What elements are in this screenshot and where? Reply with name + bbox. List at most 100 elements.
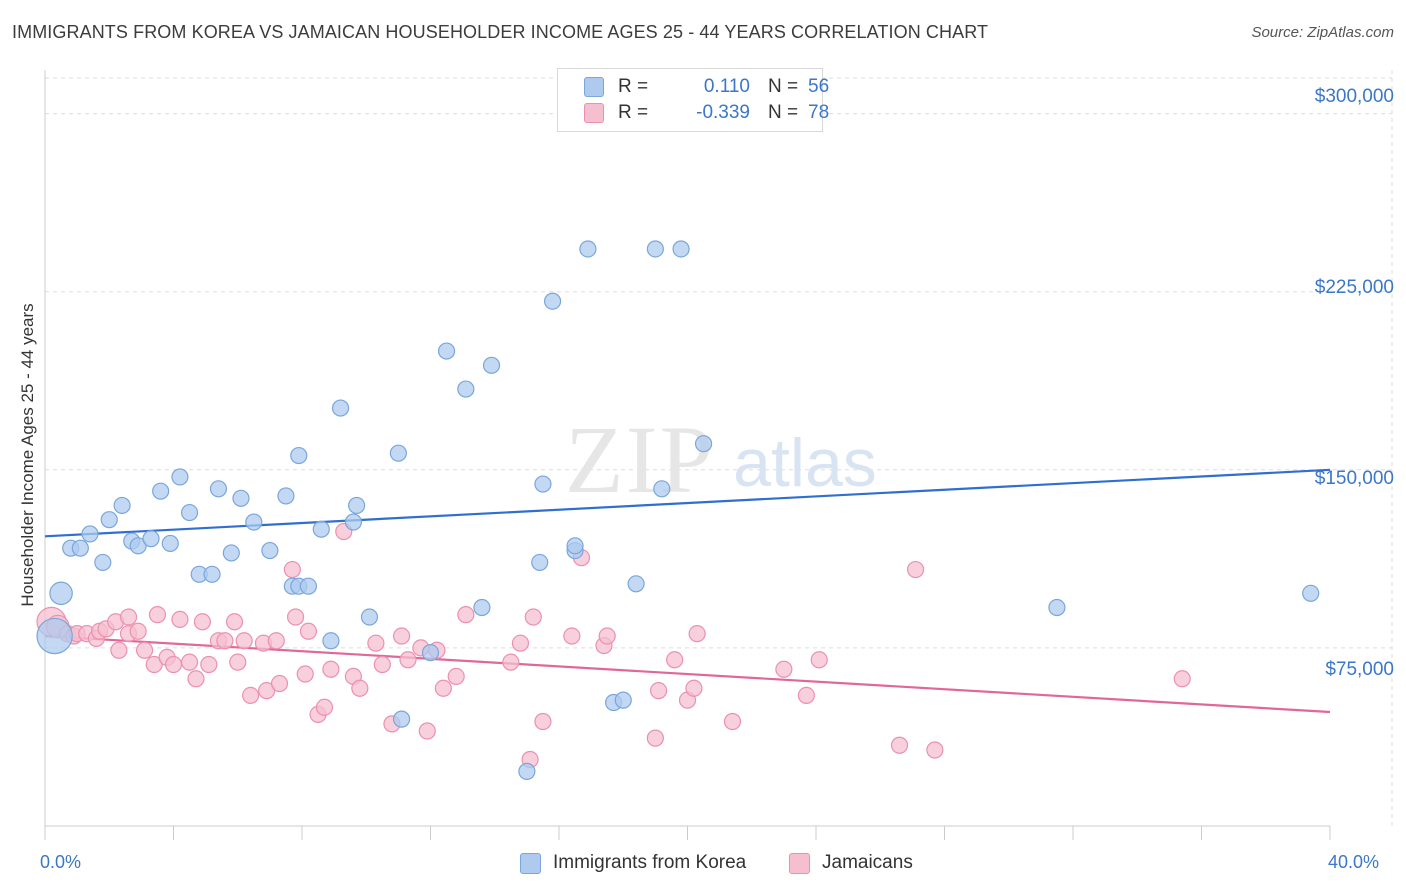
legend-n-value-jamaicans: 78 — [808, 102, 830, 123]
point-jamaicans — [145, 655, 163, 674]
point-jamaicans — [447, 667, 465, 686]
point-jamaicans — [534, 712, 552, 731]
point-korea — [421, 644, 440, 662]
point-jamaicans — [193, 613, 212, 631]
point-korea — [161, 534, 179, 553]
y-tick-label-300000: $300,000 — [1314, 86, 1394, 107]
point-korea — [389, 444, 407, 462]
point-jamaicans — [119, 608, 138, 626]
point-korea — [49, 581, 73, 606]
point-korea — [531, 553, 549, 572]
point-jamaicans — [563, 627, 581, 645]
point-korea — [100, 511, 118, 529]
point-jamaicans — [502, 653, 520, 671]
point-jamaicans — [283, 560, 301, 579]
point-korea — [113, 496, 131, 515]
point-jamaicans — [180, 653, 199, 671]
point-korea — [245, 513, 263, 531]
point-korea — [344, 513, 362, 531]
point-korea — [203, 565, 221, 583]
point-jamaicans — [286, 608, 305, 626]
point-jamaicans — [399, 651, 417, 669]
point-jamaicans — [906, 560, 925, 579]
point-jamaicans — [164, 655, 183, 674]
point-korea — [457, 380, 475, 398]
legend-r-label: R = — [618, 76, 649, 97]
point-korea — [543, 292, 562, 310]
point-jamaicans — [187, 670, 205, 688]
legend-swatch-jamaicans — [584, 103, 604, 123]
point-korea — [1302, 584, 1320, 602]
point-korea — [392, 710, 411, 728]
point-korea — [672, 240, 690, 258]
point-jamaicans — [270, 674, 289, 693]
point-jamaicans — [135, 641, 154, 659]
point-jamaicans — [267, 632, 285, 650]
point-korea — [290, 446, 308, 465]
point-jamaicans — [242, 686, 260, 704]
point-korea — [614, 691, 632, 709]
series-name-jamaicans: Jamaicans — [822, 852, 913, 873]
chart-title: IMMIGRANTS FROM KOREA VS JAMAICAN HOUSEH… — [12, 22, 989, 42]
point-korea — [261, 541, 279, 560]
point-jamaicans — [351, 679, 369, 697]
point-korea — [180, 503, 199, 522]
legend-row-korea: R = 0.110 N = 56 — [584, 75, 829, 99]
x-tick-label-max: 40.0% — [1328, 852, 1380, 872]
point-jamaicans — [129, 622, 147, 640]
point-jamaicans — [649, 682, 668, 700]
point-korea — [312, 520, 330, 538]
point-korea — [360, 608, 379, 626]
y-tick-label-225000: $225,000 — [1314, 277, 1394, 298]
legend-r-value-jamaicans: -0.339 — [696, 102, 750, 123]
point-korea — [142, 530, 160, 548]
point-korea — [627, 575, 645, 593]
point-korea — [646, 240, 664, 258]
point-jamaicans — [511, 634, 530, 652]
point-jamaicans — [434, 679, 452, 697]
data-points — [36, 240, 1320, 780]
series-legend-korea: Immigrants from Korea — [520, 852, 746, 874]
point-korea — [473, 598, 491, 617]
point-jamaicans — [392, 627, 411, 645]
point-korea — [81, 525, 99, 543]
point-jamaicans — [296, 665, 314, 683]
legend-n-value-korea: 56 — [808, 76, 830, 97]
point-korea — [299, 577, 318, 595]
legend-r-value-korea: 0.110 — [703, 76, 750, 97]
point-jamaicans — [418, 722, 436, 740]
point-korea — [222, 544, 240, 562]
legend-n-label: N = — [768, 76, 799, 97]
y-axis-label: Householder Income Ages 25 - 44 years — [18, 303, 37, 607]
x-tick-label-min: 0.0% — [40, 852, 82, 872]
point-jamaicans — [373, 655, 391, 674]
point-korea — [331, 399, 350, 417]
point-korea — [232, 489, 250, 507]
point-jamaicans — [524, 608, 542, 626]
point-jamaicans — [148, 606, 167, 624]
point-korea — [534, 475, 552, 493]
point-jamaicans — [200, 655, 218, 674]
point-jamaicans — [1173, 670, 1191, 688]
point-jamaicans — [598, 627, 616, 645]
stats-legend: R = 0.110 N = 56 R = -0.339 N = 78 — [557, 68, 829, 132]
point-korea — [322, 632, 340, 650]
watermark-atlas: atlas — [733, 425, 877, 501]
point-korea — [152, 482, 170, 500]
point-korea — [171, 468, 189, 486]
point-korea — [694, 435, 713, 453]
point-jamaicans — [315, 698, 334, 716]
point-korea — [653, 480, 671, 498]
point-jamaicans — [890, 736, 909, 754]
point-jamaicans — [797, 686, 815, 704]
point-korea — [518, 762, 536, 780]
series-swatch-korea — [520, 852, 541, 874]
grid-lines — [45, 70, 1393, 826]
y-tick-label-75000: $75,000 — [1325, 659, 1394, 680]
legend-r-label: R = — [618, 102, 649, 123]
point-jamaicans — [322, 660, 340, 678]
point-jamaicans — [258, 682, 276, 700]
point-jamaicans — [225, 613, 244, 631]
point-jamaicans — [685, 679, 703, 697]
point-korea — [209, 480, 228, 498]
